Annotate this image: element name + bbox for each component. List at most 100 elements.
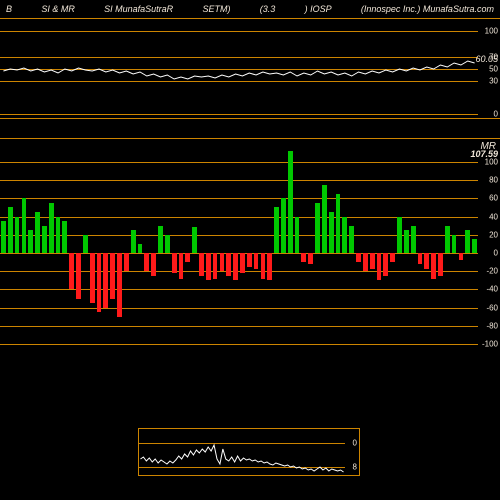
hdr-1: SI & MR [41, 4, 75, 14]
mr-bar [336, 194, 341, 253]
mr-bar [35, 212, 40, 253]
mr-bar [1, 221, 6, 253]
mr-bar [308, 253, 313, 264]
mr-bar [349, 226, 354, 253]
mr-bar [397, 217, 402, 253]
ytick-label: 100 [485, 27, 498, 36]
mr-bar [158, 226, 163, 253]
mr-bar [418, 253, 423, 264]
mr-bar [431, 253, 436, 279]
mr-bar [383, 253, 388, 276]
mr-bar [472, 239, 477, 253]
mr-bar [179, 253, 184, 279]
mr-bar [56, 217, 61, 253]
mr-bar [240, 253, 245, 273]
mr-bar [83, 235, 88, 253]
mr-bar [363, 253, 368, 271]
mr-bar [220, 253, 225, 271]
mr-bar [49, 203, 54, 253]
ytick-label: -60 [486, 303, 498, 312]
gridline [0, 180, 478, 181]
mr-bar [370, 253, 375, 269]
mr-bar [267, 253, 272, 280]
mr-bar [172, 253, 177, 273]
mr-bar [424, 253, 429, 269]
ytick-label: 0 [494, 249, 498, 258]
mr-bar [192, 227, 197, 253]
mr-bar [301, 253, 306, 262]
ytick-label: 50 [489, 65, 498, 74]
mr-bar [445, 226, 450, 253]
mr-bar [452, 235, 457, 253]
mr-bar [322, 185, 327, 253]
mr-bar [377, 253, 382, 280]
ytick-label: 80 [489, 176, 498, 185]
chart-header: B SI & MR SI MunafaSutraR SETM) (3.3 ) I… [0, 0, 500, 18]
mr-bar [233, 253, 238, 280]
gridline [0, 308, 478, 309]
mr-bar [165, 235, 170, 253]
ytick-label: 0 [353, 439, 357, 448]
mr-bar [97, 253, 102, 312]
panel1-value: 60.05 [475, 54, 498, 64]
mr-bar [199, 253, 204, 276]
mr-bar [356, 253, 361, 262]
hdr-2: SI MunafaSutraR [104, 4, 173, 14]
ytick-label: 40 [489, 212, 498, 221]
mr-bar [28, 230, 33, 253]
chart-root: B SI & MR SI MunafaSutraR SETM) (3.3 ) I… [0, 0, 500, 500]
mr-bar [390, 253, 395, 262]
mr-bar [411, 226, 416, 253]
mr-bar [110, 253, 115, 299]
gridline [0, 198, 478, 199]
rsi-line [0, 19, 478, 119]
mr-bar [315, 203, 320, 253]
mr-bar [465, 230, 470, 253]
mr-bar [274, 207, 279, 253]
mr-bar [261, 253, 266, 279]
spacer-panel [0, 118, 500, 138]
mr-bar [329, 212, 334, 253]
hdr-3: SETM) [202, 4, 230, 14]
gridline [0, 326, 478, 327]
mr-bar [247, 253, 252, 267]
mr-bar [42, 226, 47, 253]
mr-bar [438, 253, 443, 276]
mr-bar [206, 253, 211, 280]
mr-bar [213, 253, 218, 279]
mr-bar [131, 230, 136, 253]
gridline [0, 344, 478, 345]
mr-bar [69, 253, 74, 289]
mr-bar [8, 207, 13, 253]
mr-bar [281, 198, 286, 253]
mr-bar [295, 217, 300, 253]
panel2-value: 107.59 [470, 149, 498, 159]
hdr-0: B [6, 4, 12, 14]
mr-bar [124, 253, 129, 271]
mini-line [139, 429, 345, 477]
ytick-label: 8 [353, 463, 357, 472]
mr-bar [185, 253, 190, 262]
gridline [0, 217, 478, 218]
mr-bar [459, 253, 464, 260]
mr-bar [342, 217, 347, 253]
mr-bar [151, 253, 156, 276]
mini-panel: 08 [138, 428, 360, 476]
gridline [0, 289, 478, 290]
mr-bar [138, 244, 143, 253]
mr-bar [404, 230, 409, 253]
ytick-label: -20 [486, 267, 498, 276]
mr-bar [103, 253, 108, 308]
ytick-label: -100 [482, 340, 498, 349]
mr-bar [117, 253, 122, 317]
ytick-label: 60 [489, 194, 498, 203]
mr-bar [76, 253, 81, 299]
ytick-label: 30 [489, 77, 498, 86]
ytick-label: -40 [486, 285, 498, 294]
mr-bar [226, 253, 231, 276]
mr-bar [62, 221, 67, 253]
mr-bar [288, 151, 293, 253]
ytick-label: 20 [489, 230, 498, 239]
gridline [0, 162, 478, 163]
hdr-5: ) IOSP [305, 4, 332, 14]
